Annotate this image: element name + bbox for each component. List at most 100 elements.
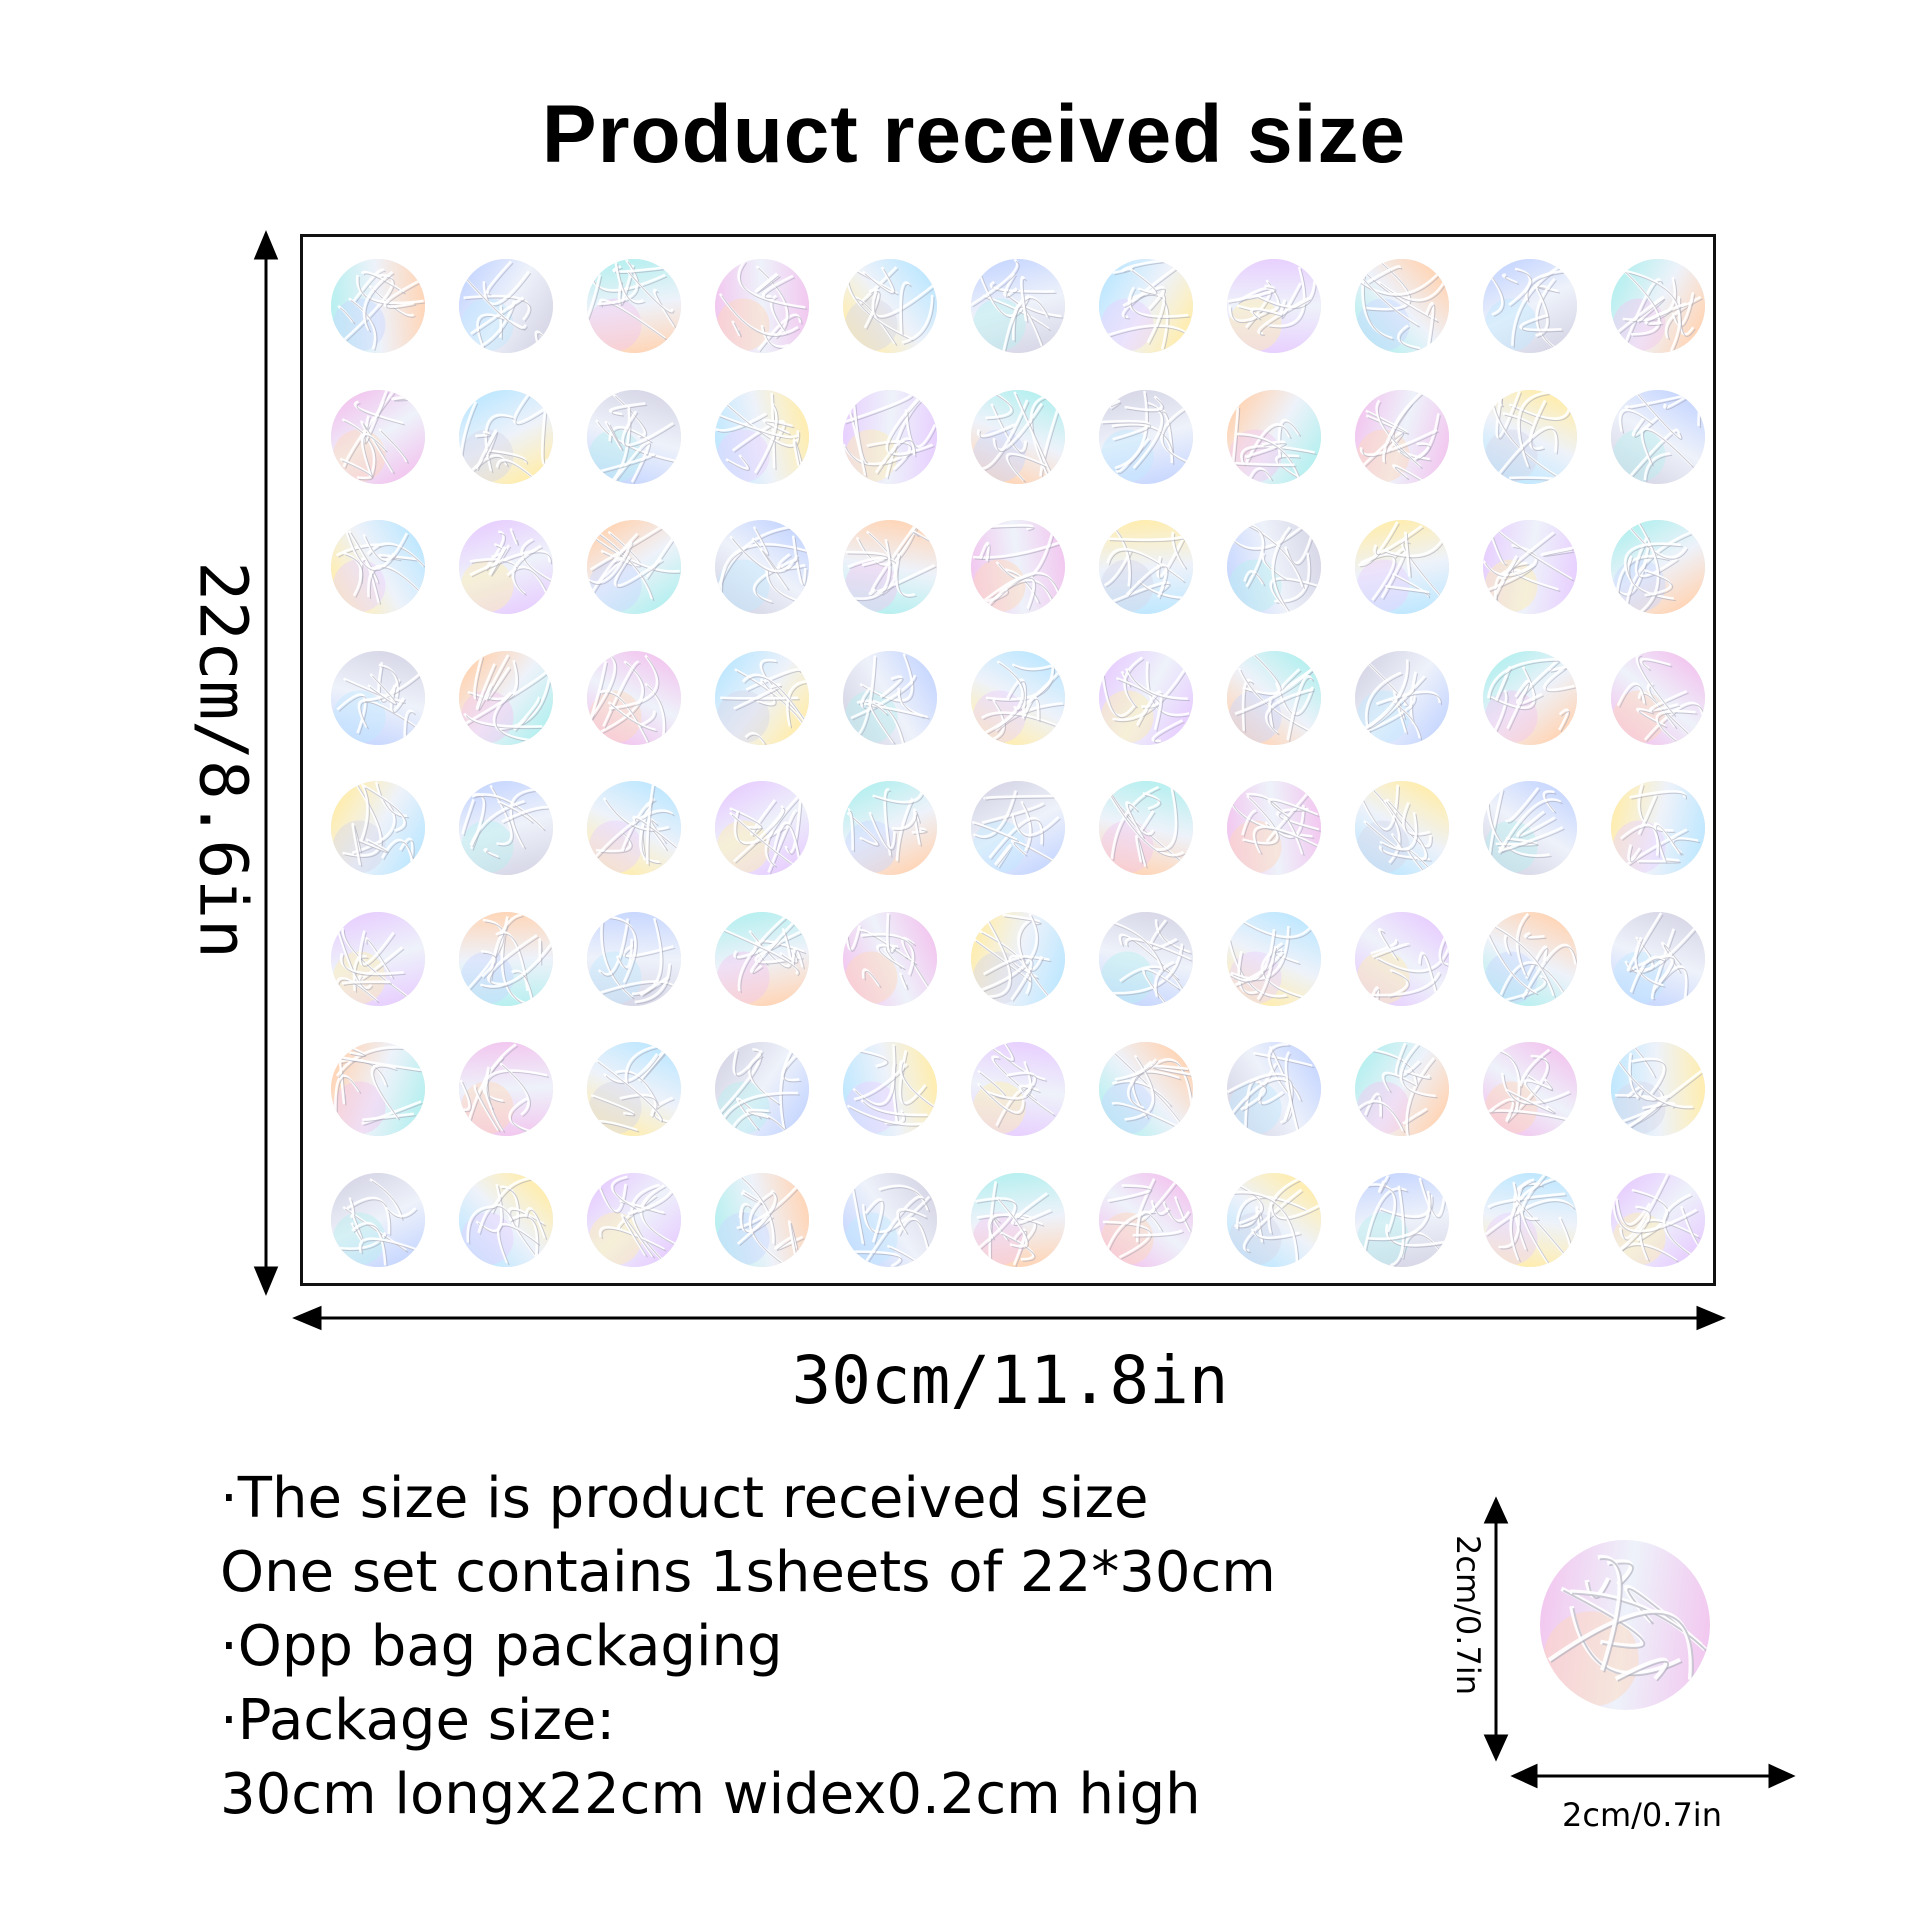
sticker-dot <box>1483 781 1577 875</box>
product-notes: ·The size is product received size One s… <box>220 1462 1276 1832</box>
sticker-dot <box>1611 259 1705 353</box>
sticker-dot <box>331 1172 425 1267</box>
sticker-dot <box>1611 1042 1705 1136</box>
sticker-dot <box>459 520 553 614</box>
sticker-dot <box>971 389 1065 484</box>
sticker-dot <box>1227 389 1321 484</box>
sticker-dot <box>1611 520 1705 614</box>
sticker-dot <box>587 1042 681 1136</box>
note-line: ·The size is product received size <box>220 1466 1149 1531</box>
sticker-dot <box>1227 520 1321 614</box>
sticker-dot <box>331 259 425 353</box>
sticker-dot <box>1227 911 1321 1006</box>
sticker-dot <box>1611 1172 1705 1267</box>
sticker-dot <box>587 389 681 484</box>
sticker-dot <box>971 259 1065 353</box>
sticker-dot <box>1099 1042 1193 1136</box>
sticker-dot <box>1483 911 1577 1006</box>
sticker-dot <box>459 911 553 1006</box>
sticker-dot <box>331 1042 425 1136</box>
sticker-dot <box>715 520 809 614</box>
sticker-dot <box>587 520 681 614</box>
sticker-dot <box>1099 650 1193 745</box>
sticker-dot <box>715 1172 809 1267</box>
sticker-dot <box>1611 781 1705 875</box>
sticker-dot <box>843 911 937 1006</box>
sticker-dot <box>715 389 809 484</box>
sticker-dot <box>1099 520 1193 614</box>
note-line: One set contains 1sheets of 22*30cm <box>220 1540 1276 1605</box>
sheet-height-label: 22cm/8.6in <box>184 561 262 959</box>
sticker-dot <box>971 1172 1065 1267</box>
sticker-dot <box>331 389 425 484</box>
sticker-dot <box>1611 650 1705 745</box>
sticker-dot <box>1355 389 1449 484</box>
sticker-dot <box>1483 650 1577 745</box>
sticker-dot <box>715 781 809 875</box>
sticker-dot <box>1099 781 1193 875</box>
sample-height-label: 2cm/0.7in <box>1449 1535 1487 1695</box>
sticker-dot <box>459 650 553 745</box>
sticker-dot <box>331 520 425 614</box>
sticker-dot <box>1099 259 1193 353</box>
sticker-dot <box>1483 1172 1577 1267</box>
sticker-dot <box>1227 1042 1321 1136</box>
sticker-dot <box>843 520 937 614</box>
sticker-dot <box>459 1172 553 1267</box>
note-line: 30cm longx22cm widex0.2cm high <box>220 1762 1201 1827</box>
sticker-dot <box>587 1172 681 1267</box>
sticker-dot <box>715 911 809 1006</box>
sticker-dot <box>331 650 425 745</box>
sticker-dot <box>1355 1172 1449 1267</box>
sample-sticker <box>1540 1540 1710 1710</box>
sticker-dot <box>715 650 809 745</box>
sticker-dot <box>1099 1172 1193 1267</box>
sticker-dot <box>587 911 681 1006</box>
sticker-dot <box>459 1042 553 1136</box>
sticker-dot <box>1611 911 1705 1006</box>
sticker-dot <box>1355 259 1449 353</box>
sticker-dot <box>843 650 937 745</box>
sticker-dot <box>843 259 937 353</box>
sticker-dot <box>1227 1172 1321 1267</box>
sticker-dot <box>971 1042 1065 1136</box>
sticker-dot <box>459 389 553 484</box>
sticker-dot <box>715 1042 809 1136</box>
sticker-dot <box>1227 259 1321 353</box>
sticker-dot <box>1355 781 1449 875</box>
sticker-dot <box>715 259 809 353</box>
sticker-dot <box>587 781 681 875</box>
sticker-dot <box>843 1172 937 1267</box>
note-line: ·Package size: <box>220 1688 616 1753</box>
sticker-dot <box>587 259 681 353</box>
sticker-dot <box>459 781 553 875</box>
sticker-dot <box>843 389 937 484</box>
sticker-dot <box>971 781 1065 875</box>
sticker-dot <box>843 781 937 875</box>
sticker-dot <box>971 650 1065 745</box>
sticker-dot <box>459 259 553 353</box>
sticker-dot <box>1099 389 1193 484</box>
sticker-dot <box>1483 259 1577 353</box>
sheet-width-label: 30cm/11.8in <box>791 1342 1229 1419</box>
sticker-dot <box>1227 650 1321 745</box>
sticker-dot <box>587 650 681 745</box>
sticker-dot <box>1611 389 1705 484</box>
sticker-dot <box>843 1042 937 1136</box>
sticker-dot <box>1227 781 1321 875</box>
sticker-dot <box>1099 911 1193 1006</box>
sample-width-label: 2cm/0.7in <box>1562 1796 1722 1834</box>
note-line: ·Opp bag packaging <box>220 1614 783 1679</box>
sticker-dot <box>1483 389 1577 484</box>
sticker-dot <box>971 911 1065 1006</box>
sticker-dot <box>1483 1042 1577 1136</box>
page-title: Product received size <box>541 89 1407 180</box>
sticker-dot <box>1355 650 1449 745</box>
sticker-dot <box>1355 911 1449 1006</box>
sticker-dot <box>971 520 1065 614</box>
sticker-dot <box>1355 520 1449 614</box>
sticker-sheet <box>300 234 1716 1286</box>
sticker-dot <box>331 781 425 875</box>
sticker-dot <box>1483 520 1577 614</box>
